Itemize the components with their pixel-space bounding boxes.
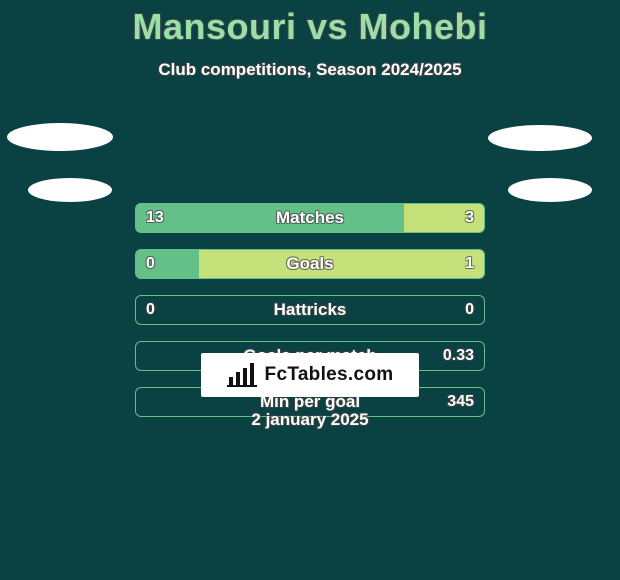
title-vs: vs <box>307 6 348 47</box>
title-player-a: Mansouri <box>132 6 296 47</box>
canvas: Mansouri vs Mohebi Club competitions, Se… <box>0 0 620 580</box>
bar-fill-left <box>136 204 404 232</box>
bar-value-right: 0 <box>465 296 474 324</box>
bar-label: Hattricks <box>136 296 484 324</box>
bar-value-left: 0 <box>146 296 155 324</box>
page-title: Mansouri vs Mohebi <box>0 0 620 48</box>
bar-value-right: 0.33 <box>443 342 474 370</box>
bar-fill-right <box>404 204 484 232</box>
avatar-ellipse <box>508 178 592 202</box>
date-text: 2 january 2025 <box>0 410 620 430</box>
avatar-ellipse <box>7 123 113 151</box>
title-player-b: Mohebi <box>359 6 488 47</box>
bar-fill-left <box>136 250 199 278</box>
subtitle: Club competitions, Season 2024/2025 <box>0 60 620 80</box>
bar-fill-right <box>199 250 484 278</box>
logo-text: FcTables.com <box>265 364 394 386</box>
bar-row: Goals01 <box>135 249 485 279</box>
bar-chart-icon <box>227 363 257 387</box>
logo-card: FcTables.com <box>201 353 419 397</box>
bar-row: Matches133 <box>135 203 485 233</box>
avatar-ellipse <box>488 125 592 151</box>
bar-row: Hattricks0 0 <box>135 295 485 325</box>
avatar-ellipse <box>28 178 112 202</box>
